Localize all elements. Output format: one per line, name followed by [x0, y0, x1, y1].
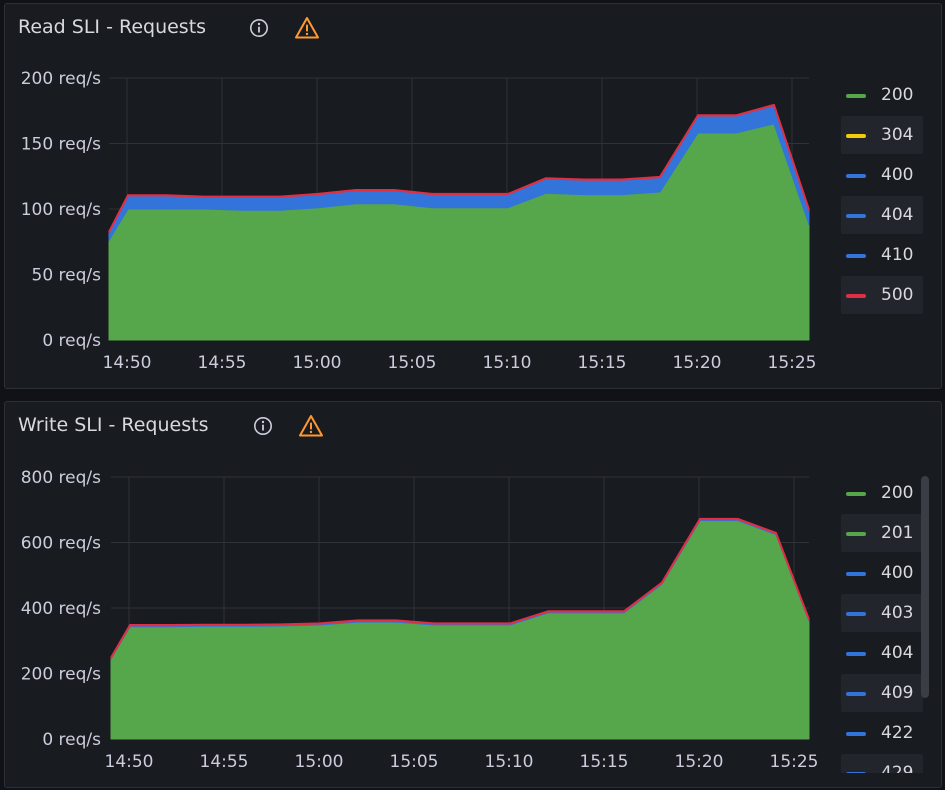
- legend-swatch: [846, 294, 866, 298]
- legend-swatch: [846, 572, 866, 576]
- read-sli-legend: 200 304 400 404 410 500: [841, 76, 923, 320]
- legend-item-404[interactable]: 404: [841, 196, 923, 234]
- legend-swatch: [846, 94, 866, 98]
- x-tick-label: 15:15: [580, 752, 629, 772]
- y-tick-label: 200 req/s: [21, 665, 101, 685]
- read-sli-chart[interactable]: 0 req/s 50 req/s 100 req/s 150 req/s 200 req…: [5, 4, 835, 390]
- y-tick-label: 0 req/s: [42, 730, 101, 750]
- legend-label: 200: [881, 85, 914, 105]
- x-tick-label: 14:55: [198, 353, 247, 373]
- series-line-500: [110, 517, 810, 659]
- legend-label: 400: [881, 563, 914, 583]
- warning-triangle-icon[interactable]: [298, 414, 324, 438]
- legend-item-422[interactable]: 422: [841, 714, 923, 752]
- legend-item-409[interactable]: 409: [841, 674, 923, 712]
- legend-item-304[interactable]: 304: [841, 116, 923, 154]
- series-area-200: [108, 123, 810, 341]
- y-tick-label: 150 req/s: [21, 135, 101, 155]
- legend-item-201[interactable]: 201: [841, 514, 923, 552]
- legend-label: 429: [881, 763, 914, 773]
- x-tick-label: 15:25: [768, 353, 817, 373]
- panel-title[interactable]: Write SLI - Requests: [18, 414, 209, 436]
- legend-label: 403: [881, 603, 914, 623]
- series-area-200: [110, 520, 810, 740]
- x-tick-label: 15:20: [675, 752, 724, 772]
- legend-label: 201: [881, 523, 914, 543]
- legend-swatch: [846, 732, 866, 736]
- legend-label: 200: [881, 483, 914, 503]
- x-tick-label: 14:50: [103, 353, 152, 373]
- legend-label: 400: [881, 165, 914, 185]
- x-tick-label: 15:25: [770, 752, 819, 772]
- read-sli-panel: Read SLI - Requests 0 req/s 50 req/s 100 r…: [4, 3, 942, 389]
- x-tick-label: 15:00: [293, 353, 342, 373]
- legend-swatch: [846, 134, 866, 138]
- x-tick-label: 15:10: [485, 752, 534, 772]
- y-tick-label: 100 req/s: [21, 200, 101, 220]
- y-tick-label: 400 req/s: [21, 599, 101, 619]
- legend-item-400[interactable]: 400: [841, 554, 923, 592]
- legend-swatch: [846, 652, 866, 656]
- write-sli-panel: Write SLI - Requests 0 req/s 200 req/s 400…: [4, 401, 942, 788]
- legend-swatch: [846, 174, 866, 178]
- legend-label: 410: [881, 245, 914, 265]
- legend-swatch: [846, 772, 866, 773]
- x-tick-label: 15:00: [295, 752, 344, 772]
- legend-item-403[interactable]: 403: [841, 594, 923, 632]
- x-tick-label: 14:50: [105, 752, 154, 772]
- x-tick-label: 15:20: [673, 353, 722, 373]
- legend-label: 422: [881, 723, 914, 743]
- legend-item-200[interactable]: 200: [841, 474, 923, 512]
- x-tick-label: 15:10: [483, 353, 532, 373]
- legend-item-410[interactable]: 410: [841, 236, 923, 274]
- y-tick-label: 200 req/s: [21, 69, 101, 89]
- legend-item-400[interactable]: 400: [841, 156, 923, 194]
- legend-swatch: [846, 532, 866, 536]
- legend-scrollbar[interactable]: [921, 476, 929, 698]
- legend-label: 404: [881, 205, 914, 225]
- y-tick-label: 50 req/s: [32, 266, 102, 286]
- y-tick-label: 600 req/s: [21, 534, 101, 554]
- legend-label: 500: [881, 285, 914, 305]
- x-tick-label: 15:15: [578, 353, 627, 373]
- legend-label: 409: [881, 683, 914, 703]
- write-sli-legend: 200 201 400 403 404 409 422 429: [841, 474, 923, 773]
- y-tick-label: 0 req/s: [42, 331, 101, 351]
- x-tick-label: 15:05: [390, 752, 439, 772]
- x-tick-label: 14:55: [200, 752, 249, 772]
- info-circle-icon[interactable]: [249, 18, 269, 38]
- legend-item-500[interactable]: 500: [841, 276, 923, 314]
- warning-triangle-icon[interactable]: [294, 16, 320, 40]
- info-circle-icon[interactable]: [253, 416, 273, 436]
- y-tick-label: 800 req/s: [21, 468, 101, 488]
- legend-item-429[interactable]: 429: [841, 754, 923, 773]
- x-tick-label: 15:05: [388, 353, 437, 373]
- legend-swatch: [846, 254, 866, 258]
- write-sli-chart[interactable]: 0 req/s 200 req/s 400 req/s 600 req/s 800 re…: [5, 402, 835, 789]
- series-line-500: [108, 103, 810, 233]
- legend-swatch: [846, 492, 866, 496]
- legend-label: 304: [881, 125, 914, 145]
- legend-item-200[interactable]: 200: [841, 76, 923, 114]
- legend-swatch: [846, 612, 866, 616]
- panel-title[interactable]: Read SLI - Requests: [18, 16, 207, 38]
- legend-swatch: [846, 214, 866, 218]
- legend-item-404[interactable]: 404: [841, 634, 923, 672]
- legend-label: 404: [881, 643, 914, 663]
- legend-swatch: [846, 692, 866, 696]
